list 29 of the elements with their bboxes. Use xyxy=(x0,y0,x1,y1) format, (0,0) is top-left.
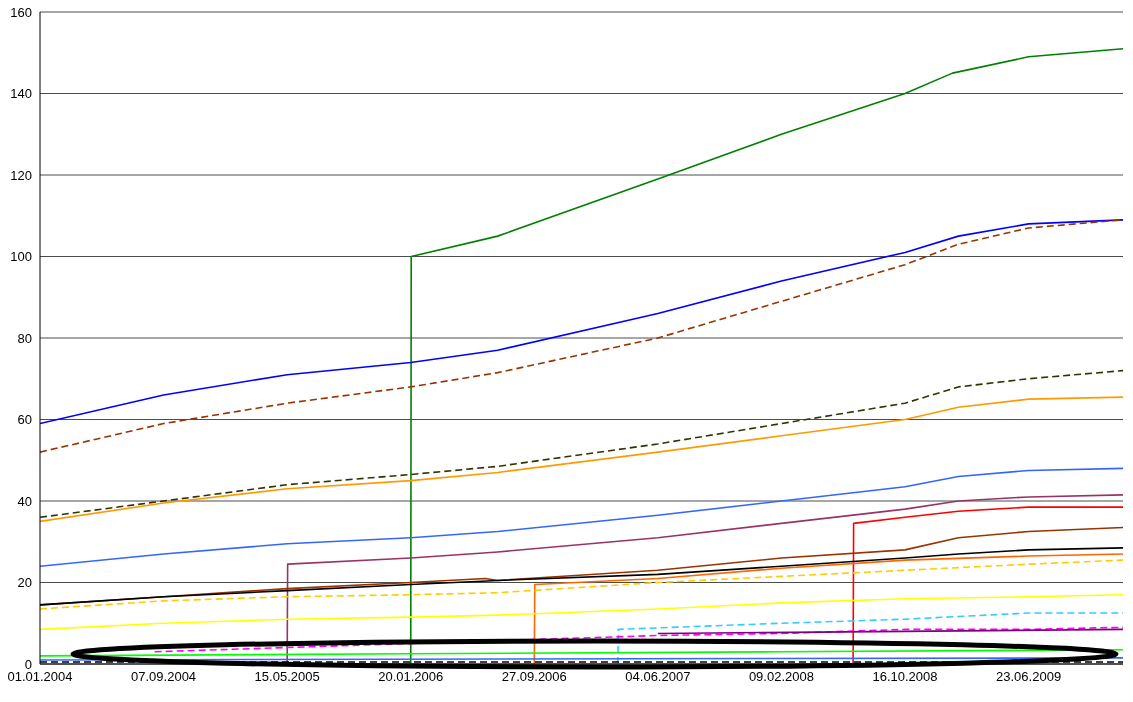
y-tick-label: 0 xyxy=(24,656,32,672)
y-tick-label: 80 xyxy=(17,330,32,346)
x-tick-label: 16.10.2008 xyxy=(872,669,938,685)
line-series xyxy=(40,593,1123,631)
x-tick-label: 09.02.2008 xyxy=(748,669,814,685)
line-series xyxy=(40,369,1123,519)
x-tick-label: 27.09.2006 xyxy=(501,669,567,685)
line-series xyxy=(852,506,1123,664)
line-series xyxy=(40,559,1123,610)
x-tick-label: 15.05.2005 xyxy=(254,669,320,685)
line-series xyxy=(409,47,1123,664)
line-series xyxy=(40,648,1123,657)
x-tick-label: 20.01.2006 xyxy=(378,669,444,685)
line-series xyxy=(40,396,1123,523)
line-series xyxy=(533,553,1123,664)
x-tick-label: 23.06.2009 xyxy=(996,669,1062,685)
x-tick-label: 04.06.2007 xyxy=(625,669,691,685)
y-tick-label: 140 xyxy=(10,86,32,102)
line-series xyxy=(617,612,1123,664)
y-tick-label: 20 xyxy=(17,575,32,591)
y-tick-label: 100 xyxy=(10,249,32,265)
line-series xyxy=(40,467,1123,567)
x-tick-label: 07.09.2004 xyxy=(131,669,197,685)
y-tick-label: 60 xyxy=(17,412,32,428)
y-tick-label: 160 xyxy=(10,4,32,20)
y-tick-label: 120 xyxy=(10,167,32,183)
y-tick-label: 40 xyxy=(17,493,32,509)
x-tick-label: 01.01.2004 xyxy=(7,669,73,685)
line-series xyxy=(286,494,1123,664)
